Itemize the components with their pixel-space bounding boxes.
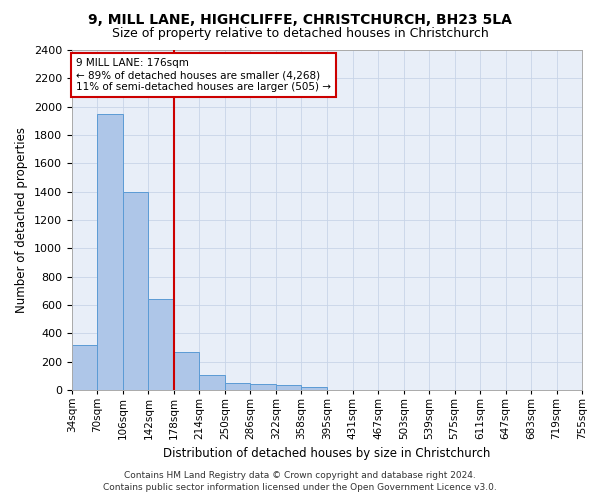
Bar — [72, 344, 97, 390]
Bar — [225, 383, 250, 390]
Bar — [301, 387, 326, 390]
Text: Contains HM Land Registry data © Crown copyright and database right 2024.
Contai: Contains HM Land Registry data © Crown c… — [103, 471, 497, 492]
Bar — [199, 375, 225, 390]
X-axis label: Distribution of detached houses by size in Christchurch: Distribution of detached houses by size … — [163, 448, 491, 460]
Text: 9 MILL LANE: 176sqm
← 89% of detached houses are smaller (4,268)
11% of semi-det: 9 MILL LANE: 176sqm ← 89% of detached ho… — [76, 58, 331, 92]
Bar — [174, 352, 199, 390]
Bar — [276, 384, 301, 390]
Text: Size of property relative to detached houses in Christchurch: Size of property relative to detached ho… — [112, 28, 488, 40]
Bar — [97, 114, 123, 390]
Bar — [148, 298, 174, 390]
Text: 9, MILL LANE, HIGHCLIFFE, CHRISTCHURCH, BH23 5LA: 9, MILL LANE, HIGHCLIFFE, CHRISTCHURCH, … — [88, 12, 512, 26]
Y-axis label: Number of detached properties: Number of detached properties — [16, 127, 28, 313]
Bar — [123, 192, 148, 390]
Bar — [250, 384, 276, 390]
